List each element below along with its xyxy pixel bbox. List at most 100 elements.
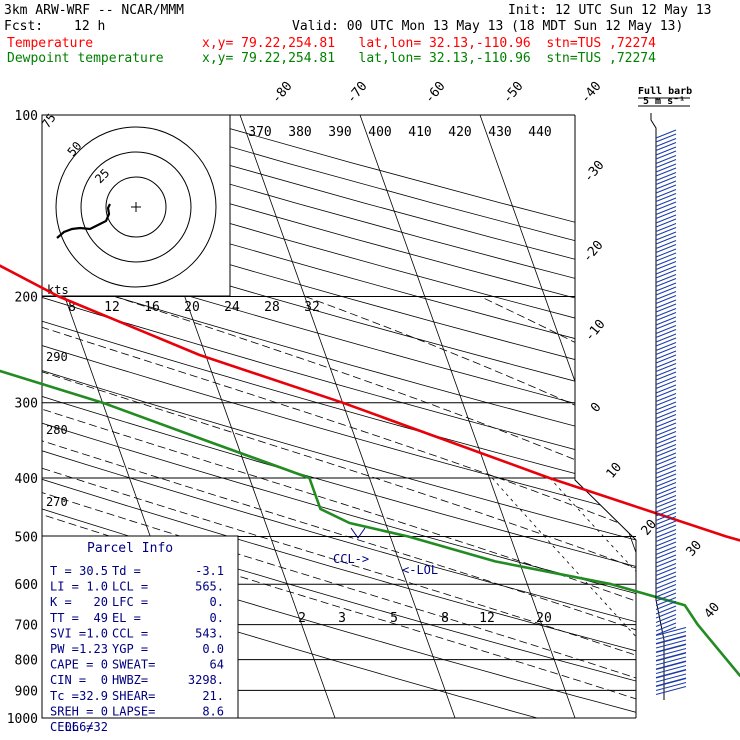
wind-barb xyxy=(655,312,677,321)
isotherm-label: -70 xyxy=(344,79,371,107)
wind-barb xyxy=(655,325,677,334)
wind-barb xyxy=(655,524,677,534)
parcel-value: 49 xyxy=(94,611,108,625)
wind-barb xyxy=(655,333,677,343)
mixing-ratio-label: 20 xyxy=(536,611,552,626)
parcel-label: YGP = xyxy=(112,642,148,656)
theta-label: 440 xyxy=(528,125,551,140)
wind-barb xyxy=(655,571,677,581)
mixing-ratio-line xyxy=(699,478,740,718)
theta-label: 370 xyxy=(248,125,271,140)
mixing-ratio-label: 8 xyxy=(68,300,76,315)
wind-barb xyxy=(655,163,677,173)
wind-barb xyxy=(655,303,677,313)
wind-barb xyxy=(655,172,677,181)
isotherm-label: -10 xyxy=(582,317,609,345)
parcel-label: Tc = xyxy=(50,689,79,703)
wind-barb xyxy=(655,601,677,610)
wind-barbs xyxy=(650,113,687,700)
parcel-value: 0 xyxy=(101,704,108,718)
wind-barb xyxy=(655,422,677,432)
isotherm-label: -60 xyxy=(422,79,449,107)
parcel-value: 565. xyxy=(195,580,224,594)
wind-barb xyxy=(655,210,677,219)
wind-barb xyxy=(655,337,677,347)
theta-e-label: 290 xyxy=(46,350,68,364)
wind-barb xyxy=(655,618,677,627)
wind-barb xyxy=(655,244,677,253)
parcel-label: Td = xyxy=(112,564,141,578)
hodograph-ring-label-75: 75 xyxy=(39,111,59,131)
dry-adiabat xyxy=(42,115,538,718)
wind-barb xyxy=(655,533,677,542)
wind-barb xyxy=(655,669,687,679)
wind-barb xyxy=(655,159,677,168)
wind-barb xyxy=(655,129,677,139)
wind-barb xyxy=(655,223,677,232)
wind-barb xyxy=(655,580,677,589)
wind-barb xyxy=(655,155,677,164)
theta-e-label: 280 xyxy=(46,423,68,437)
wind-barb xyxy=(655,427,677,436)
wind-barb xyxy=(655,193,677,202)
isotherm-label: -20 xyxy=(580,238,607,266)
mixing-ratio-label: 12 xyxy=(479,611,495,626)
plot-right-border xyxy=(574,115,637,718)
wind-barb xyxy=(655,235,677,245)
pressure-label: 200 xyxy=(15,291,38,306)
wind-barb xyxy=(655,592,677,602)
parcel-value: 543. xyxy=(195,626,224,640)
wind-barb xyxy=(655,405,677,415)
dry-adiabat xyxy=(42,115,636,718)
wind-barb xyxy=(655,342,677,351)
wind-barb xyxy=(655,686,687,695)
isotherm-label: 30 xyxy=(684,538,706,560)
wind-barb xyxy=(655,575,677,585)
wind-barb xyxy=(655,376,677,385)
wind-barb xyxy=(655,520,677,530)
wind-barb xyxy=(655,503,677,513)
wind-barb xyxy=(655,350,677,360)
wind-barb xyxy=(655,367,677,377)
wind-barb xyxy=(655,584,677,593)
pressure-label: 700 xyxy=(15,619,38,634)
wind-barb xyxy=(655,146,677,156)
wind-barb xyxy=(655,541,677,551)
theta-label: 390 xyxy=(328,125,351,140)
wind-barb xyxy=(655,252,677,262)
moist-adiabat xyxy=(42,296,636,718)
wind-barb xyxy=(655,316,677,326)
parcel-value: 64 xyxy=(210,658,224,672)
wind-barb xyxy=(655,218,677,228)
wind-barb xyxy=(655,609,677,619)
wind-barb xyxy=(655,189,677,198)
wind-barb xyxy=(655,214,677,224)
theta-e-label: 270 xyxy=(46,495,68,509)
parcel-label: SREH = xyxy=(50,704,93,718)
dry-adiabat xyxy=(42,115,636,718)
pressure-label: 900 xyxy=(15,684,38,699)
wind-barb xyxy=(655,278,677,287)
mixing-ratio-label: 28 xyxy=(264,300,280,315)
parcel-label: LI = xyxy=(50,580,79,594)
wind-barb xyxy=(655,486,677,496)
wind-barb xyxy=(655,554,677,564)
parcel-label: SWEAT= xyxy=(112,658,155,672)
isotherm-line xyxy=(479,115,636,718)
wind-barb xyxy=(655,346,677,355)
isotherm-label: 40 xyxy=(702,600,724,622)
wind-barb xyxy=(655,622,677,632)
pressure-label: 400 xyxy=(15,472,38,487)
moist-adiabat xyxy=(114,296,636,718)
wind-barb xyxy=(655,537,677,547)
wind-barb xyxy=(655,673,687,683)
wind-barb xyxy=(655,444,677,453)
wind-barb xyxy=(655,648,687,657)
wind-barb xyxy=(655,661,687,670)
wind-barb xyxy=(655,627,687,636)
temperature-legend: Temperature xyxy=(7,36,94,51)
temperature-profile xyxy=(0,264,740,542)
full-barb-key: Full barb 5 m s⁻¹ xyxy=(638,86,692,107)
wind-barb xyxy=(655,295,677,304)
